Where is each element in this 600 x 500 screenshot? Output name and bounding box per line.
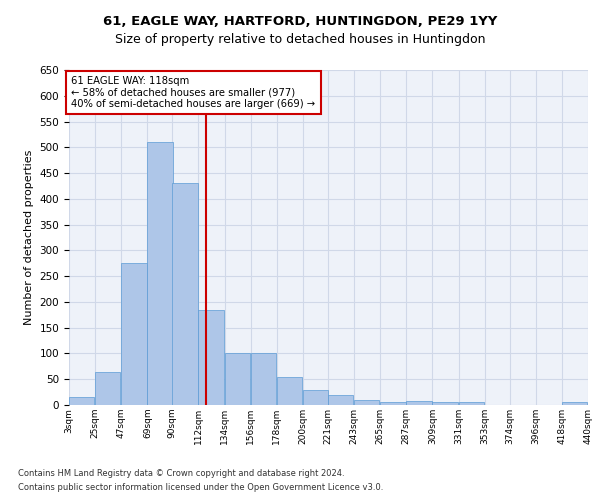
Text: Contains public sector information licensed under the Open Government Licence v3: Contains public sector information licen… bbox=[18, 484, 383, 492]
Bar bbox=[277, 376, 302, 405]
Bar bbox=[95, 372, 121, 405]
Bar bbox=[562, 402, 587, 405]
Bar bbox=[458, 402, 484, 405]
Text: Size of property relative to detached houses in Huntingdon: Size of property relative to detached ho… bbox=[115, 32, 485, 46]
Bar bbox=[251, 354, 276, 405]
Bar bbox=[172, 184, 197, 405]
Bar bbox=[406, 401, 431, 405]
Bar bbox=[433, 402, 458, 405]
Text: 61, EAGLE WAY, HARTFORD, HUNTINGDON, PE29 1YY: 61, EAGLE WAY, HARTFORD, HUNTINGDON, PE2… bbox=[103, 15, 497, 28]
Text: Contains HM Land Registry data © Crown copyright and database right 2024.: Contains HM Land Registry data © Crown c… bbox=[18, 468, 344, 477]
Bar bbox=[380, 402, 406, 405]
Y-axis label: Number of detached properties: Number of detached properties bbox=[24, 150, 34, 325]
Bar bbox=[224, 354, 250, 405]
Bar bbox=[69, 398, 94, 405]
Text: 61 EAGLE WAY: 118sqm
← 58% of detached houses are smaller (977)
40% of semi-deta: 61 EAGLE WAY: 118sqm ← 58% of detached h… bbox=[71, 76, 316, 110]
Bar bbox=[354, 400, 379, 405]
Bar bbox=[199, 310, 224, 405]
Bar bbox=[121, 264, 146, 405]
Bar bbox=[303, 390, 328, 405]
Bar bbox=[328, 394, 353, 405]
Bar bbox=[148, 142, 173, 405]
